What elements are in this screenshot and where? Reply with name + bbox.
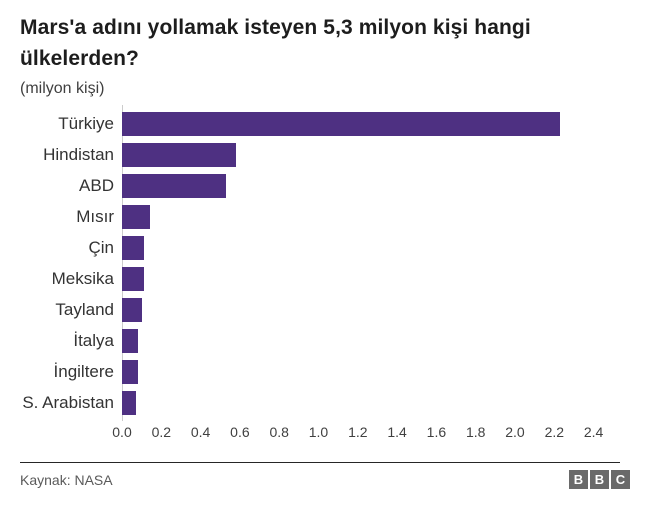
x-axis-tick-label: 2.0 xyxy=(505,424,525,440)
x-axis-tick-label: 1.0 xyxy=(308,424,329,440)
bbc-logo-letter: B xyxy=(590,470,609,489)
source-text: Kaynak: NASA xyxy=(20,471,113,488)
x-axis-spacer xyxy=(20,420,122,446)
bar-chart-plot-area: Türkiye Hindistan ABD Mısır Çin Meksika Taylan… xyxy=(20,105,632,421)
bar-track xyxy=(122,232,632,263)
x-axis-tick-label: 0.8 xyxy=(269,424,289,440)
x-axis-tick-label: 1.4 xyxy=(387,424,407,440)
category-label: S. Arabistan xyxy=(22,393,114,412)
bbc-logo-letter: B xyxy=(569,470,588,489)
footer-divider xyxy=(20,462,620,463)
chart-title: Mars'a adını yollamak isteyen 5,3 milyon… xyxy=(20,16,531,70)
x-axis-ticks: 0.0 0.2 0.4 0.6 0.8 1.0 1.2 1.4 1.6 1.8 2.0 2.2 2.4 xyxy=(112,420,632,446)
category-label: Türkiye xyxy=(58,114,114,133)
bar xyxy=(122,204,150,229)
x-axis: 0.0 0.2 0.4 0.6 0.8 1.0 1.2 1.4 1.6 1.8 2.0 2.2 2.4 xyxy=(20,420,632,446)
category-label: Hindistan xyxy=(43,145,114,164)
bar-track xyxy=(122,139,632,170)
category-label: ABD xyxy=(79,176,114,195)
category-label: İngiltere xyxy=(53,362,114,381)
bar-track xyxy=(122,201,632,232)
bar-track xyxy=(122,263,632,294)
x-axis-tick-label: 0.6 xyxy=(230,424,250,440)
bar xyxy=(122,111,561,136)
x-axis-tick-label: 1.8 xyxy=(465,424,486,440)
x-axis-tick-label: 0.0 xyxy=(112,424,132,440)
bar-track xyxy=(122,170,632,201)
chart-subtitle: (milyon kişi) xyxy=(20,80,105,97)
bar xyxy=(122,359,138,384)
category-label: Meksika xyxy=(51,269,114,288)
bar xyxy=(122,297,142,322)
category-label: İtalya xyxy=(73,331,114,350)
bar-track xyxy=(122,294,632,325)
bar-track xyxy=(122,108,632,139)
bar-track xyxy=(122,387,632,418)
bar xyxy=(122,173,227,198)
bar xyxy=(122,142,236,167)
bar xyxy=(122,390,136,415)
bar-chart: Türkiye Hindistan ABD Mısır Çin Meksika Taylan… xyxy=(20,105,632,446)
x-axis-tick-label: 2.4 xyxy=(583,424,604,440)
x-axis-tick-label: 1.2 xyxy=(348,424,368,440)
x-axis-tick-label: 0.2 xyxy=(151,424,172,440)
bbc-logo-letter: C xyxy=(611,470,630,489)
bar-track xyxy=(122,325,632,356)
x-axis-tick-label: 1.6 xyxy=(426,424,447,440)
y-axis-line xyxy=(122,105,123,421)
bar-track xyxy=(122,356,632,387)
x-axis-tick-label: 2.2 xyxy=(544,424,565,440)
category-label: Çin xyxy=(88,238,114,257)
bar xyxy=(122,235,144,260)
bar xyxy=(122,266,144,291)
bar xyxy=(122,328,138,353)
x-axis-tick-label: 0.4 xyxy=(190,424,211,440)
category-label: Tayland xyxy=(55,300,114,319)
category-label: Mısır xyxy=(76,207,114,226)
